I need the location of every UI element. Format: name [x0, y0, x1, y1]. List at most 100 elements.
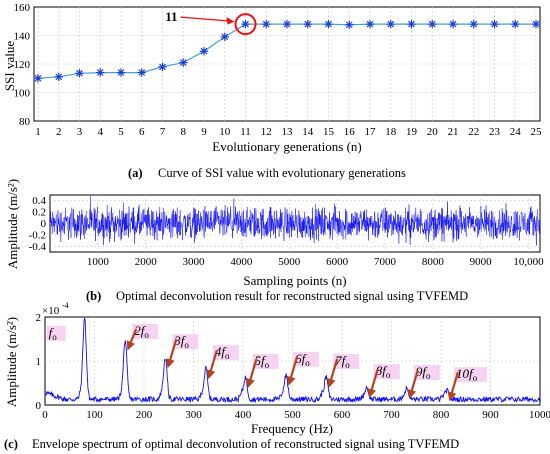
panel-a-xtick: 22 [468, 126, 479, 138]
ssi-point-marker [303, 19, 312, 29]
ssi-point-marker [531, 19, 541, 29]
harmonic-label-bg [373, 364, 400, 380]
panel-a-xtick: 6 [139, 126, 145, 138]
panel-c-scale-base: ×10 [42, 305, 60, 317]
panel-c-tag: (c) [4, 437, 18, 451]
panel-b-xtick: 9000 [470, 256, 493, 268]
harmonic-annotation: 7fo [326, 353, 360, 388]
harmonic-arrowhead [206, 369, 216, 380]
panel-b-xlabel: Sampling points (n) [243, 273, 346, 288]
harmonic-annotation: 4fo [206, 344, 239, 380]
panel-a-xtick: 23 [489, 126, 501, 138]
harmonic-arrowhead [326, 378, 336, 388]
panel-a-xtick: 16 [344, 126, 356, 138]
panel-b-ytick: 0.2 [32, 207, 46, 219]
harmonic-label-bg [46, 325, 66, 341]
panel-a-xtick: 18 [385, 126, 397, 138]
ssi-point-marker [386, 19, 395, 29]
ssi-point-marker [407, 19, 416, 29]
panel-a-xtick: 17 [365, 126, 377, 138]
harmonic-arrowhead [165, 358, 175, 369]
ssi-point-marker [511, 19, 520, 29]
panel-a-ytick: 140 [14, 31, 31, 43]
panel-b-xtick: 1000 [87, 256, 110, 268]
panel-b-caption: Optimal deconvolution result for reconst… [116, 289, 468, 303]
ssi-point-marker [33, 74, 43, 83]
panel-b-ytick: 0.4 [32, 195, 46, 207]
ssi-point-marker [324, 19, 333, 29]
panel-b-xtick: 8000 [422, 256, 445, 268]
panel-c-caption: Envelope spectrum of optimal deconvoluti… [32, 437, 459, 451]
panel-c-xtick: 0 [42, 409, 48, 421]
harmonic-arrowhead [367, 388, 377, 399]
optimal-generation-arrow [180, 16, 231, 22]
ssi-point-marker [345, 20, 354, 30]
harmonic-label-bg [212, 345, 239, 361]
panel-c-xtick: 500 [284, 409, 301, 421]
harmonic-label-bg [132, 324, 159, 339]
panel-a-ytick: 80 [19, 116, 31, 128]
optimal-generation-label: 11 [165, 9, 177, 24]
ssi-point-marker [262, 19, 271, 29]
panel-a-xtick: 11 [240, 126, 251, 138]
panel-b-xtick: 7000 [374, 256, 397, 268]
panel-c-xtick: 800 [433, 409, 450, 421]
harmonic-annotation: 8fo [367, 363, 400, 399]
panel-a-xtick: 15 [323, 126, 335, 138]
panel-a-xtick: 8 [181, 126, 187, 138]
harmonic-label-bg [172, 334, 199, 350]
panel-a-xtick: 4 [98, 126, 104, 138]
panel-a-xtick: 24 [510, 126, 522, 138]
panel-a-xtick: 9 [201, 126, 207, 138]
harmonic-label-bg [333, 354, 360, 369]
envelope-spectrum-trace [44, 317, 541, 404]
harmonic-annotation: 2fo [126, 323, 159, 351]
optimal-generation-arrowhead [226, 17, 235, 25]
panel-b-tag: (b) [86, 289, 101, 303]
harmonic-label: 10fo [456, 366, 478, 383]
panel-a-xtick: 20 [427, 126, 439, 138]
panel-a-xtick: 1 [35, 126, 41, 138]
panel-a-ylabel: SSI value [2, 41, 17, 91]
panel-a-caption: Curve of SSI value with evolutionary gen… [158, 166, 406, 180]
panel-b-ytick: -0.2 [29, 229, 46, 241]
panel-b-xtick: 2000 [135, 256, 158, 268]
panel-b-xtick: 5000 [278, 256, 301, 268]
harmonic-annotation: 9fo [407, 364, 440, 399]
panel-b-ytick: -0.4 [29, 241, 47, 253]
ssi-point-marker [365, 19, 375, 29]
panel-a-xtick: 2 [56, 126, 62, 138]
deconvolution-signal-trace [50, 196, 540, 246]
ssi-point-marker [220, 32, 229, 42]
panel-c-ytick: 0 [36, 400, 42, 412]
ssi-point-marker [241, 19, 250, 29]
panel-a-xtick: 14 [302, 126, 314, 138]
ssi-point-marker [116, 68, 126, 77]
panel-b-xtick: 3000 [183, 256, 206, 268]
panel-c-ylabel: Amplitude (m/s²) [4, 317, 19, 407]
harmonic-label-bg [453, 367, 487, 383]
panel-b-xtick: 10,000 [513, 256, 544, 268]
panel-c-xtick: 400 [235, 409, 252, 421]
harmonic-label-bg [252, 354, 279, 369]
ssi-point-marker [137, 68, 146, 77]
harmonic-label: fo [49, 325, 58, 342]
harmonic-annotation: fo [46, 325, 66, 342]
harmonic-label-bg [413, 365, 440, 380]
panel-a-xtick: 12 [261, 126, 272, 138]
ssi-point-marker [282, 19, 292, 29]
panel-c-xtick: 600 [334, 409, 351, 421]
harmonic-arrowhead [246, 378, 255, 388]
panel-c-xtick: 900 [482, 409, 499, 421]
panel-c-xtick: 700 [383, 409, 400, 421]
panel-b-xtick: 4000 [230, 256, 253, 268]
panel-b-ytick: 0 [41, 218, 47, 230]
panel-b: 0.40.20-0.2-0.4 1000 2000 3000 4000 5000 6000 7… [5, 179, 544, 303]
panel-a-ytick: 120 [14, 59, 31, 71]
ssi-point-marker [179, 58, 188, 67]
panel-a-ytick: 160 [14, 2, 31, 14]
panel-a-tag: (a) [128, 166, 143, 180]
panel-a-xtick: 25 [531, 126, 543, 138]
panel-c-xtick: 100 [86, 409, 103, 421]
